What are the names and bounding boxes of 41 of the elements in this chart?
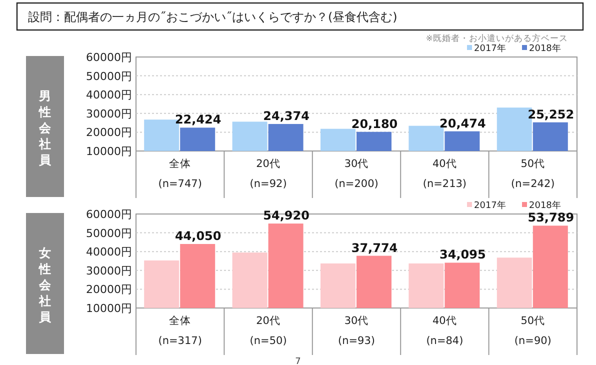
data-label: 22,424: [174, 112, 222, 127]
data-label: 34,095: [440, 248, 486, 262]
x-tick-label: 20代 (n=50): [250, 315, 287, 347]
text: 7: [295, 357, 301, 365]
x-tick-label: 全体 (n=747): [158, 158, 202, 190]
legend-label: 2018年: [529, 200, 561, 211]
y-axis-title: 女性会社員: [38, 246, 52, 324]
data-label: 44,050: [174, 228, 222, 243]
data-label: 54,920: [263, 208, 310, 223]
y-tick-label: 20000円: [86, 283, 132, 296]
y-tick-label: 20000円: [86, 126, 132, 140]
y-tick-label: 50000円: [86, 226, 132, 240]
legend-label: 2017年: [474, 43, 506, 54]
legend-label: 2018年: [529, 43, 561, 54]
data-label: 25,252: [528, 107, 574, 122]
y-tick-label: 60000円: [86, 51, 132, 64]
y-tick-label: 60000円: [86, 208, 132, 221]
data-label: 20,474: [440, 116, 486, 130]
x-tick-label: 50代 (n=90): [514, 315, 552, 347]
text: ※既婚者・お小遣いがある方ベース: [426, 33, 568, 44]
data-label: 20,180: [351, 116, 398, 131]
x-tick-label: 40代 (n=213): [422, 158, 467, 190]
x-tick-label: 30代 (n=93): [338, 315, 376, 347]
x-tick-label: 50代 (n=242): [511, 158, 555, 190]
data-label: 53,789: [528, 210, 574, 225]
x-tick-label: 40代 (n=84): [426, 315, 464, 347]
data-label: 24,374: [263, 108, 310, 123]
y-tick-label: 10000円: [86, 145, 132, 158]
legend-label: 2017年: [474, 200, 506, 211]
x-tick-label: 全体 (n=317): [158, 315, 202, 347]
x-tick-label: 30代 (n=200): [334, 158, 378, 190]
chart-title: 設問：配偶者の一ヵ月の˝おこづかい˝はいくらですか？(昼食代含む): [28, 10, 398, 24]
x-tick-label: 20代 (n=92): [250, 158, 287, 190]
y-tick-label: 40000円: [86, 88, 132, 102]
y-tick-label: 50000円: [86, 70, 132, 83]
y-tick-label: 30000円: [86, 107, 132, 120]
y-tick-label: 10000円: [86, 302, 132, 315]
y-tick-label: 30000円: [86, 264, 132, 278]
y-axis-title: 男性会社員: [38, 89, 52, 167]
y-tick-label: 40000円: [86, 246, 132, 259]
data-label: 37,774: [351, 240, 398, 255]
